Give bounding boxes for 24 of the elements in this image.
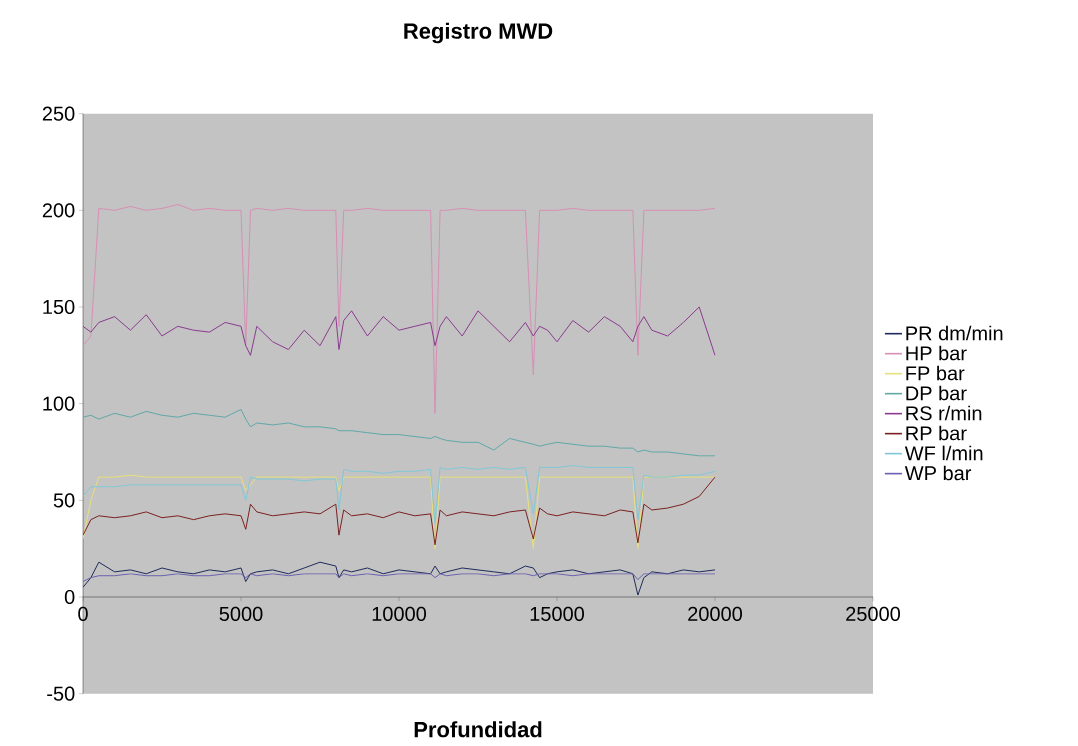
y-tick-label: 0 bbox=[64, 589, 75, 605]
chart-title: Registro MWD bbox=[404, 22, 553, 44]
x-axis-title: Profundidad bbox=[414, 721, 542, 738]
x-tick-label: 10000 bbox=[372, 606, 427, 621]
x-tick-label: 5000 bbox=[219, 606, 263, 621]
legend-label: WP bar bbox=[904, 465, 972, 481]
x-tick-label: 25000 bbox=[846, 606, 901, 621]
x-tick-label: 15000 bbox=[530, 606, 585, 621]
legend-label: WF l/min bbox=[904, 445, 983, 461]
y-tick-label: 100 bbox=[43, 396, 75, 411]
legend-label: RS r/min bbox=[906, 405, 982, 421]
legend-label: RP bar bbox=[906, 425, 967, 441]
y-tick-label: 50 bbox=[53, 493, 75, 508]
x-tick-label: 20000 bbox=[688, 606, 743, 621]
y-tick-label: 200 bbox=[42, 203, 75, 218]
y-tick-label: 250 bbox=[42, 106, 75, 121]
line-series bbox=[83, 306, 716, 356]
y-tick-label: -50 bbox=[47, 686, 75, 701]
legend-label: FP bar bbox=[906, 365, 965, 381]
y-tick-label: 150 bbox=[43, 299, 75, 315]
legend-label: HP bar bbox=[906, 345, 967, 361]
legend-label: PR dm/min bbox=[906, 325, 1003, 341]
x-tick-label: 0 bbox=[78, 606, 88, 621]
legend-label: DP bar bbox=[906, 385, 967, 401]
